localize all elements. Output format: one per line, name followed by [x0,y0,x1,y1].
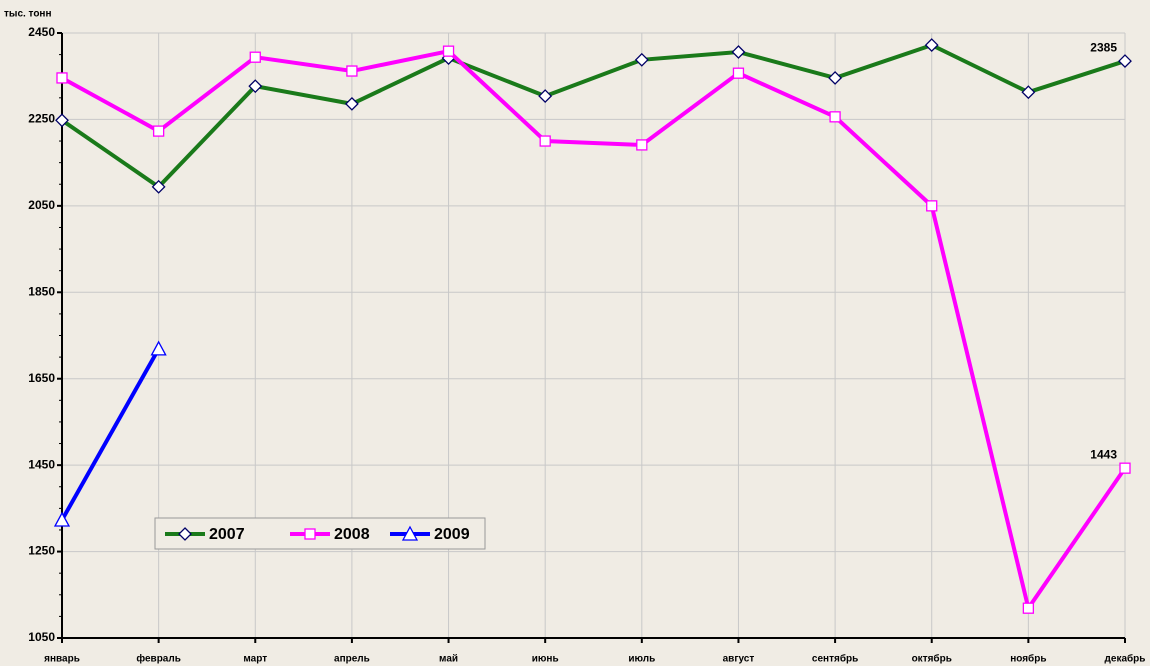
marker [150,340,167,356]
marker [1119,462,1131,474]
marker [56,72,68,84]
marker [152,125,165,137]
x-tick-label: апрель [334,654,370,665]
marker [538,89,553,104]
y-tick-label: 2450 [28,25,55,39]
marker [346,65,358,77]
x-tick-label: октябрь [912,653,952,665]
y-tick-label: 1250 [28,544,55,558]
marker [1021,85,1036,100]
y-tick-label: 1850 [28,284,55,298]
marker [634,52,649,67]
legend: 2007 2008 2009 [154,517,486,550]
y-tick-label: 1650 [28,371,55,385]
y-tick-label: 1050 [28,630,55,644]
marker [178,527,192,541]
marker [151,179,166,194]
marker [828,71,843,85]
marker [249,51,261,63]
marker [442,45,455,57]
legend-label: 2007 [209,526,245,543]
marker [731,45,746,59]
x-tick-label: август [723,654,755,665]
x-tick-label: июнь [532,654,559,665]
marker [248,79,263,94]
y-tick-label: 2050 [28,198,55,212]
y-axis-label: тыс. тонн [4,9,52,20]
data-label: 2385 [1090,40,1117,54]
legend-label: 2008 [334,526,370,543]
marker [1118,54,1132,69]
x-tick-label: март [243,654,267,665]
series-line [60,347,161,522]
marker [55,113,69,128]
data-label: 1443 [1090,447,1117,461]
marker [829,111,841,123]
series-line [60,42,1126,190]
x-tick-label: сентябрь [812,653,858,665]
marker [539,135,551,147]
y-tick-label: 1450 [28,457,55,471]
marker [1022,602,1035,614]
marker [401,525,419,541]
series-line [61,48,1127,614]
x-tick-label: ноябрь [1010,653,1046,665]
marker [732,67,745,79]
x-tick-label: февраль [136,653,181,665]
x-tick-label: январь [44,654,80,665]
marker [304,528,316,540]
x-tick-label: декабрь [1105,653,1146,665]
marker [924,38,939,53]
legend-label: 2009 [434,526,470,543]
marker [344,96,359,111]
marker [926,200,938,212]
x-tick-label: июль [628,654,655,665]
marker [53,511,71,527]
y-tick-label: 2250 [28,112,55,126]
marker [636,139,648,151]
x-tick-label: май [439,654,458,665]
